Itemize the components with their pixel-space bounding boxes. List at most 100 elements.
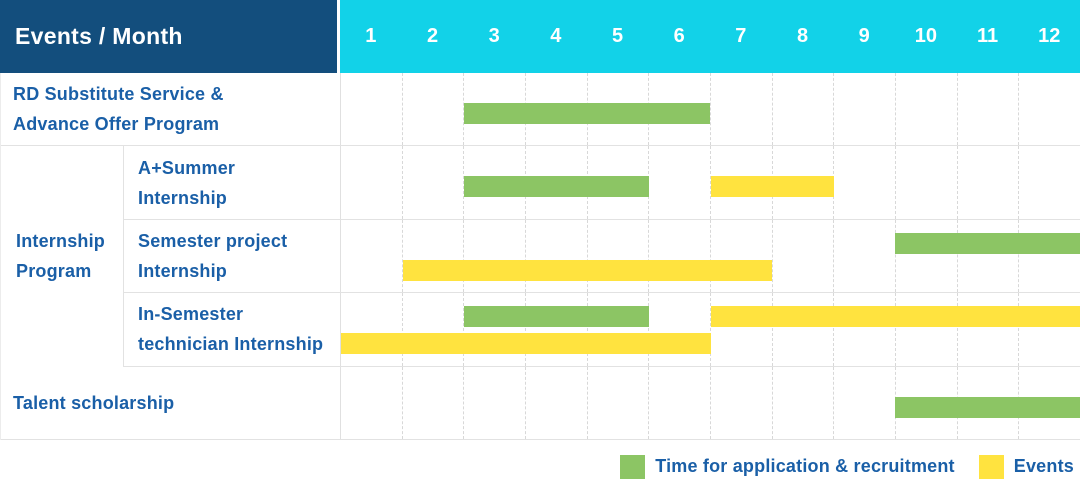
group-cell-line: Program (16, 261, 92, 282)
month-gridline-cell (403, 146, 465, 219)
gantt-row: A+Summer Internship (1, 146, 1080, 220)
event-bar (710, 306, 1080, 328)
row-chart-area (340, 219, 1080, 293)
event-bar (341, 333, 711, 355)
group-cell-internship-program: Internship Program (1, 146, 124, 367)
row-label: RD Substitute Service & Advance Offer Pro… (1, 73, 340, 145)
month-gridline-cell (649, 146, 712, 219)
month-gridline-cell (1019, 73, 1080, 145)
month-label: 5 (611, 25, 624, 47)
row-label-line: RD Substitute Service & (13, 84, 224, 105)
month-gridline-cell (896, 293, 958, 366)
month-gridline-cell (896, 219, 958, 293)
month-gridline-cell (711, 293, 773, 366)
month-gridline-cell (403, 219, 465, 293)
legend-item-event: Events (978, 454, 1074, 479)
month-gridline-cell (649, 366, 712, 439)
month-gridline-cell (834, 146, 897, 219)
month-label: 6 (673, 25, 685, 47)
row-label-line: technician Internship (138, 334, 324, 355)
row-chart-area (340, 73, 1080, 146)
month-gridline-cell (1019, 293, 1080, 365)
application-bar (464, 103, 711, 124)
application-bar (895, 232, 1080, 254)
legend-swatch-event (978, 454, 1004, 479)
month-gridline-cell (958, 73, 1020, 146)
month-gridline-cell (896, 146, 958, 219)
month-gridline-cell (834, 219, 897, 293)
row-label: Talent scholarship (1, 367, 340, 439)
row-chart-area (340, 293, 1080, 366)
event-bar (402, 259, 773, 281)
month-label: 11 (976, 25, 999, 47)
month-gridline-cell (711, 219, 773, 293)
month-gridline-cell (773, 366, 835, 439)
month-label: 4 (550, 25, 562, 47)
month-grid (341, 219, 1080, 293)
row-label-line: Internship (138, 260, 228, 281)
row-chart-area (340, 366, 1080, 439)
row-label: In-Semester technician Internship (124, 293, 340, 365)
month-label: 3 (488, 25, 500, 47)
month-gridline-cell (464, 293, 527, 366)
month-gridline-cell (526, 219, 588, 293)
month-gridline-cell (773, 293, 835, 366)
month-label: 10 (914, 25, 937, 47)
group-cell-line: Internship (16, 231, 106, 252)
table-title: Events / Month (0, 0, 337, 73)
month-gridline-cell (958, 219, 1020, 293)
legend-item-application: Time for application & recruitment (620, 454, 955, 479)
month-label: 8 (796, 25, 809, 47)
month-gridline-cell (1019, 220, 1080, 292)
month-gridline-cell (341, 146, 403, 219)
row-label: A+Summer Internship (124, 146, 340, 218)
row-label-line: Advance Offer Program (13, 114, 220, 135)
row-chart-area (340, 146, 1080, 219)
month-header-strip: 1 2 3 4 5 6 7 8 9 10 11 12 (340, 0, 1080, 73)
month-grid (341, 73, 1080, 146)
gantt-row: RD Substitute Service & Advance Offer Pro… (1, 73, 1080, 147)
month-gridline-cell (341, 366, 403, 439)
row-label-line: A+Summer (138, 157, 236, 178)
month-gridline-cell (464, 366, 527, 439)
gantt-row: In-Semester technician Internship (1, 293, 1080, 367)
month-gridline-cell (834, 366, 897, 439)
month-gridline-cell (341, 293, 403, 366)
month-label: 1 (365, 25, 377, 47)
month-gridline-cell (711, 73, 773, 146)
month-gridline-cell (526, 366, 588, 439)
month-gridline-cell (403, 366, 465, 439)
row-label-line: Semester project (138, 230, 288, 251)
gantt-body: RD Substitute Service & Advance Offer Pro… (0, 73, 1080, 440)
month-gridline-cell (834, 73, 897, 146)
month-gridline-cell (403, 293, 465, 366)
month-gridline-cell (588, 366, 650, 439)
application-bar (464, 306, 649, 328)
month-label: 2 (426, 25, 439, 47)
event-bar (710, 176, 834, 198)
month-grid (341, 293, 1080, 366)
month-gridline-cell (403, 73, 465, 146)
month-gridline-cell (588, 219, 650, 293)
month-gridline-cell (526, 293, 588, 366)
month-gridline-cell (649, 219, 712, 293)
month-gridline-cell (341, 219, 403, 293)
month-gridline-cell (588, 293, 650, 366)
month-gridline-cell (773, 219, 835, 293)
month-gridline-cell (464, 219, 527, 293)
row-label-line: Internship (138, 187, 228, 208)
table-header: Events / Month 1 2 3 4 5 6 7 8 9 10 11 12 (0, 0, 1080, 73)
month-gridline-cell (958, 293, 1020, 366)
month-gridline-cell (711, 366, 773, 439)
row-label-line: In-Semester (138, 304, 244, 325)
month-gridline-cell (896, 73, 958, 146)
application-bar (464, 176, 649, 198)
row-label-line: Talent scholarship (13, 392, 175, 413)
gantt-row: Semester project Internship (1, 219, 1080, 294)
month-gridline-cell (958, 146, 1020, 219)
month-label: 7 (735, 25, 747, 47)
month-label: 9 (858, 25, 870, 47)
month-gridline-cell (1019, 146, 1080, 218)
legend-swatch-application (620, 454, 646, 479)
